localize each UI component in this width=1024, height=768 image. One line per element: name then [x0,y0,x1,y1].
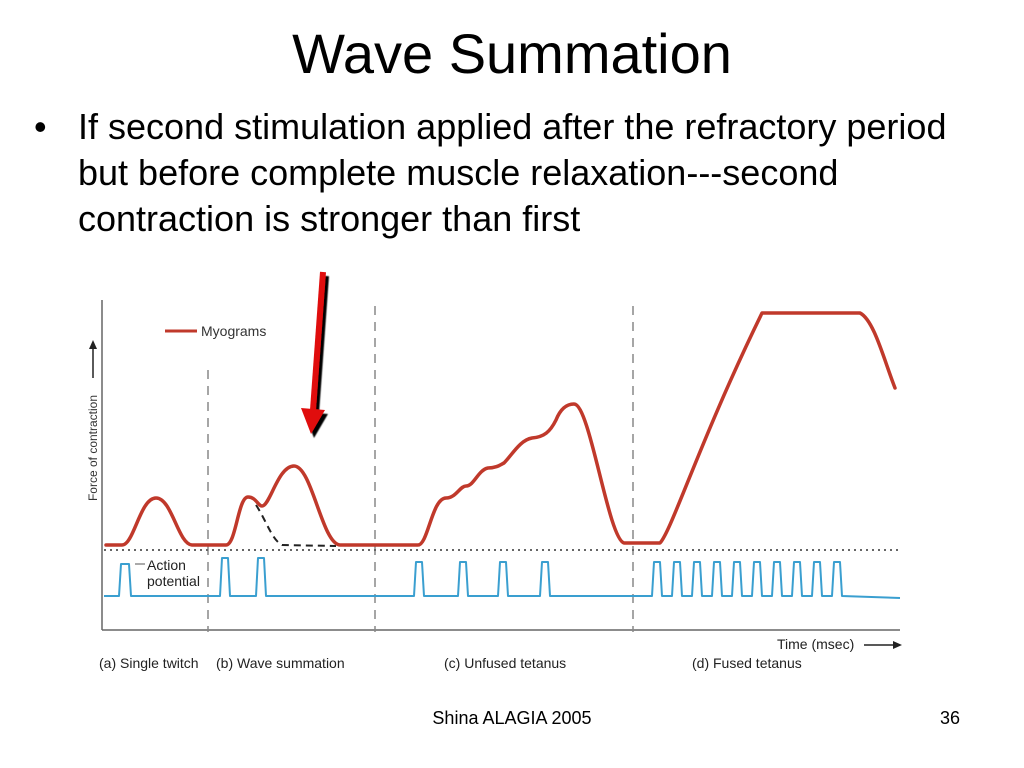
pointer-arrow [301,271,326,434]
slide-title: Wave Summation [292,22,732,85]
panel-caption-c: (c) Unfused tetanus [444,655,566,671]
relaxation-dashed-curve [255,504,337,547]
panel-caption-d: (d) Fused tetanus [692,655,802,671]
bullet-text: If second stimulation applied after the … [78,106,947,239]
slide-number: 36 [939,708,960,728]
legend-label: Myograms [201,323,266,339]
y-axis-label: Force of contraction [86,395,100,501]
bullet-list: • If second stimulation applied after th… [30,104,980,242]
footer-credit: Shina ALAGIA 2005 [432,708,592,728]
bullet-icon: • [34,106,47,147]
panel-caption-a: (a) Single twitch [99,655,199,671]
x-axis-arrowhead [893,641,902,649]
x-axis-label: Time (msec) [777,636,854,652]
ap-label-line2: potential [147,573,200,589]
myogram-curve [104,311,897,547]
panel-caption-b: (b) Wave summation [216,655,345,671]
action-potential-curve [104,557,901,599]
y-axis-arrowhead [89,340,97,349]
bullet-item: • If second stimulation applied after th… [30,104,980,242]
ap-label-line1: Action [147,557,186,573]
